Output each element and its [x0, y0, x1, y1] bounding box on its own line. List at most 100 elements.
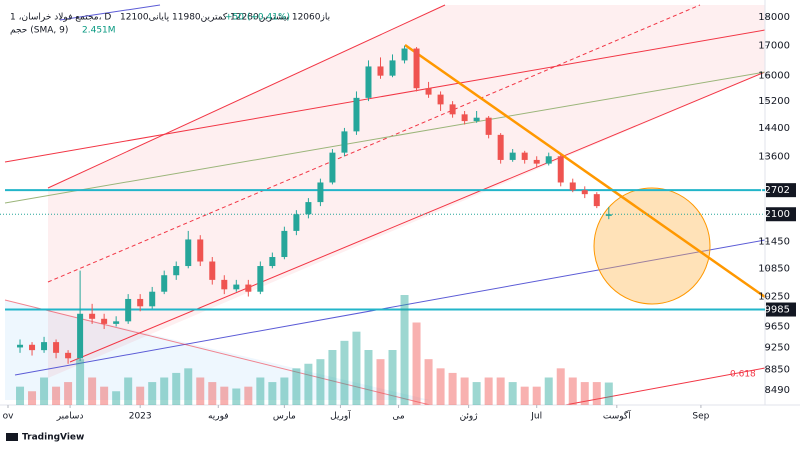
candle-body — [353, 97, 360, 132]
candle-body — [173, 266, 180, 276]
y-tick-label: 17000 — [758, 41, 790, 52]
y-tick-label: 13600 — [758, 151, 790, 162]
volume-bar — [124, 377, 133, 405]
channel-lower — [69, 71, 766, 363]
volume-bar — [484, 377, 493, 405]
volume-bar — [64, 382, 73, 405]
volume-bar — [172, 372, 181, 405]
volume-bar — [232, 388, 241, 405]
candle-body — [557, 156, 564, 183]
trend-line — [4, 71, 766, 204]
candle-body — [569, 182, 576, 191]
volume-bar — [376, 359, 385, 405]
candle-body — [317, 182, 324, 203]
volume-bar — [148, 382, 157, 405]
candle-body — [149, 291, 156, 307]
y-tick-label: 9650 — [765, 321, 790, 332]
trend-line — [4, 299, 431, 406]
candle-body — [113, 321, 120, 324]
y-tick-label: 16000 — [758, 71, 790, 82]
candle-body — [257, 266, 264, 292]
candle-body — [233, 284, 240, 290]
trend-line — [4, 29, 766, 163]
candle-body — [305, 202, 312, 215]
candle-body — [401, 48, 408, 61]
candle-body — [269, 257, 276, 267]
volume-value: 2.451M — [82, 26, 116, 36]
candle-body — [281, 230, 288, 258]
y-tick-label: 18000 — [758, 12, 790, 23]
y-tick-label: 15200 — [758, 96, 790, 107]
volume-bar — [316, 359, 325, 405]
volume-bar — [280, 377, 289, 405]
candle-body — [365, 66, 372, 98]
fib-line — [564, 367, 766, 406]
volume-bar — [220, 386, 229, 405]
volume-bar — [208, 382, 217, 405]
volume-bar — [424, 359, 433, 405]
volume-bar — [40, 377, 49, 405]
volume-bar — [244, 386, 253, 405]
volume-bar — [268, 382, 277, 405]
candle-body — [437, 94, 444, 105]
volume-bar — [520, 386, 529, 405]
branding: TradingView — [22, 433, 84, 443]
candle-body — [413, 48, 420, 89]
volume-label: حجم (SMA, 9) — [10, 26, 68, 36]
x-tick-label: می — [392, 412, 405, 422]
candle-body — [449, 104, 456, 115]
plot — [0, 45, 765, 405]
x-tick-label: آوریل — [330, 410, 351, 422]
x-tick-label: دسامبر — [56, 412, 84, 422]
y-tick-label: 10850 — [758, 263, 790, 274]
x-tick-label: Sep — [692, 412, 709, 422]
candle-body — [425, 88, 432, 95]
volume-bar — [508, 382, 517, 405]
volume-bar — [460, 377, 469, 405]
candle-body — [209, 261, 216, 280]
candle-body — [185, 239, 192, 267]
price-label-bg — [766, 302, 796, 317]
candle-body — [221, 279, 228, 290]
volume-bar — [196, 377, 205, 405]
volume-bar — [52, 386, 61, 405]
candle-body — [545, 156, 552, 164]
volume-bar — [472, 382, 481, 405]
volume-bar — [88, 377, 97, 405]
volume-bar — [184, 368, 193, 405]
volume-bar — [328, 350, 337, 405]
x-tick-label: ov — [3, 412, 15, 422]
volume-bar — [532, 386, 541, 405]
header-quote: باز12060 بیشترین12280 کمترین11980 پایانی… — [120, 13, 330, 23]
candle-body — [533, 159, 540, 164]
candle-body — [293, 214, 300, 231]
candle-body — [137, 298, 144, 307]
price-label: 9985 — [765, 305, 790, 316]
y-tick-label: 8490 — [765, 385, 790, 396]
volume-bar — [256, 377, 265, 405]
volume-bar — [76, 359, 85, 405]
channel-mid — [47, 4, 701, 283]
candle-body — [125, 298, 132, 322]
candle-body — [473, 117, 480, 122]
volume-bar — [364, 350, 373, 405]
channel-upper — [47, 4, 446, 189]
volume-bar — [352, 331, 361, 405]
volume-bar — [412, 322, 421, 405]
candle-body — [461, 114, 468, 122]
candle-body — [245, 284, 252, 292]
candle-body — [509, 152, 516, 160]
volume-bar — [304, 363, 313, 405]
last-price-label: 12100 — [758, 209, 790, 220]
candle-body — [521, 152, 528, 160]
volume-bar — [568, 377, 577, 405]
candle-body — [77, 313, 84, 359]
trend-line — [14, 239, 766, 376]
candle-body — [161, 275, 168, 292]
shaded-zone — [5, 300, 430, 400]
volume-bar — [292, 368, 301, 405]
price-label-bg — [766, 183, 796, 198]
candle-body — [593, 194, 600, 207]
header-change: +50 (+0.41%) — [225, 13, 290, 23]
